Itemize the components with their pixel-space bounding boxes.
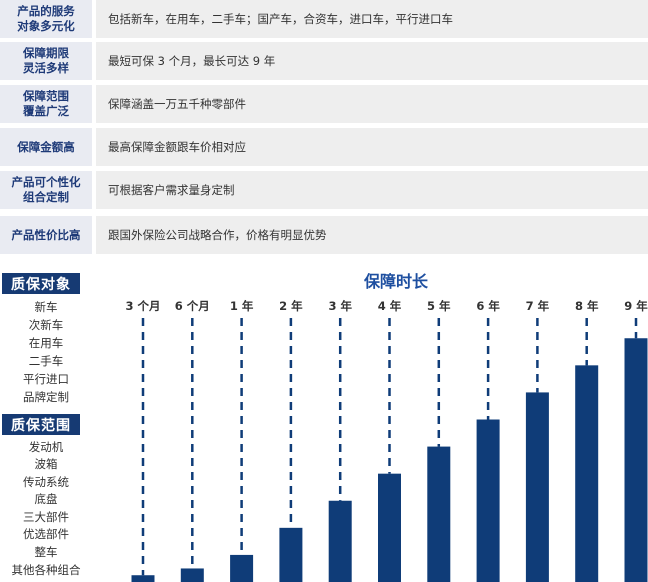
list-item: 优选部件 bbox=[23, 527, 69, 541]
list-item: 平行进口 bbox=[23, 372, 69, 386]
bar bbox=[476, 419, 500, 582]
feature-value: 最高保障金额跟车价相对应 bbox=[96, 128, 648, 166]
x-tick-label: 3 个月 bbox=[125, 299, 160, 313]
x-tick-label: 8 年 bbox=[575, 299, 599, 313]
list-item: 整车 bbox=[34, 545, 58, 559]
x-tick-label: 7 年 bbox=[526, 299, 550, 313]
feature-row: 保障金额高 最高保障金额跟车价相对应 bbox=[0, 128, 648, 166]
x-tick-label: 3 年 bbox=[328, 299, 352, 313]
feature-label: 产品性价比高 bbox=[0, 216, 92, 254]
bar bbox=[230, 554, 254, 582]
x-tick-label: 6 个月 bbox=[175, 299, 210, 313]
feature-value: 最短可保 3 个月，最长可达 9 年 bbox=[96, 42, 648, 80]
feature-label: 保障范围 覆盖广泛 bbox=[0, 85, 92, 123]
list-item: 在用车 bbox=[28, 336, 64, 350]
list-item: 三大部件 bbox=[23, 510, 69, 524]
x-tick-label: 4 年 bbox=[378, 299, 402, 313]
list-item: 底盘 bbox=[34, 492, 58, 506]
bar bbox=[525, 392, 549, 582]
feature-value: 保障涵盖一万五千种零部件 bbox=[96, 85, 648, 123]
list-item: 二手车 bbox=[28, 354, 64, 368]
bar bbox=[378, 473, 401, 582]
bar bbox=[279, 527, 303, 582]
feature-row: 保障范围 覆盖广泛 保障涵盖一万五千种零部件 bbox=[0, 85, 648, 123]
bar bbox=[180, 568, 204, 582]
bar bbox=[624, 338, 648, 582]
feature-row: 产品可个性化 组合定制 可根据客户需求量身定制 bbox=[0, 171, 648, 209]
x-tick-label: 9 年 bbox=[624, 299, 648, 313]
feature-row: 产品性价比高 跟国外保险公司战略合作，价格有明显优势 bbox=[0, 216, 648, 254]
feature-label: 产品的服务 对象多元化 bbox=[0, 0, 92, 38]
feature-row: 产品的服务 对象多元化 包括新车，在用车，二手车；国产车，合资车，进口车，平行进… bbox=[0, 0, 648, 38]
feature-label: 保障期限 灵活多样 bbox=[0, 42, 92, 80]
feature-row: 保障期限 灵活多样 最短可保 3 个月，最长可达 9 年 bbox=[0, 42, 648, 80]
feature-label: 产品可个性化 组合定制 bbox=[0, 171, 92, 209]
feature-value: 可根据客户需求量身定制 bbox=[96, 171, 648, 209]
list-item: 新车 bbox=[34, 300, 58, 314]
bar bbox=[131, 575, 155, 582]
bar bbox=[427, 446, 451, 582]
list-item: 品牌定制 bbox=[23, 390, 69, 404]
list-item: 发动机 bbox=[28, 440, 64, 454]
list-item: 传动系统 bbox=[23, 475, 69, 489]
objects-section-title: 质保对象 bbox=[2, 273, 80, 294]
x-tick-label: 6 年 bbox=[476, 299, 500, 313]
list-item: 波箱 bbox=[34, 457, 58, 471]
coverage-section-title: 质保范围 bbox=[2, 414, 80, 435]
chart-title: 保障时长 bbox=[363, 272, 429, 291]
x-tick-label: 2 年 bbox=[279, 299, 303, 313]
list-item: 其他各种组合 bbox=[11, 563, 81, 577]
list-item: 次新车 bbox=[28, 318, 64, 332]
feature-value: 跟国外保险公司战略合作，价格有明显优势 bbox=[96, 216, 648, 254]
bar bbox=[328, 500, 352, 582]
feature-label: 保障金额高 bbox=[0, 128, 92, 166]
x-tick-label: 1 年 bbox=[230, 299, 254, 313]
bar bbox=[575, 365, 599, 582]
x-tick-label: 5 年 bbox=[427, 299, 451, 313]
feature-value: 包括新车，在用车，二手车；国产车，合资车，进口车，平行进口车 bbox=[96, 0, 648, 38]
